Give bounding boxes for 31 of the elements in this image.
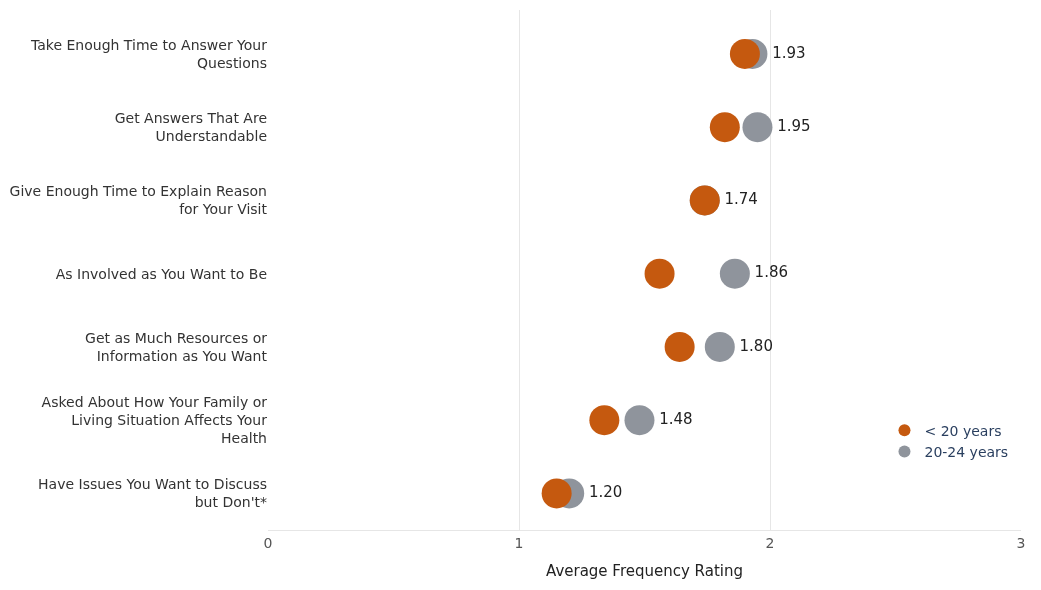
x-tick-label: 3: [1016, 534, 1026, 551]
y-tick-label: Asked About How Your Family or Living Situation Affects Your Health: [41, 393, 268, 447]
legend-label: 20-24 years: [924, 443, 1009, 460]
data-label: 1.95: [777, 116, 811, 135]
data-label: 1.48: [659, 409, 693, 428]
point: [729, 38, 760, 69]
data-label: 1.80: [739, 336, 773, 355]
y-tick-label: Get as Much Resources or Information as You Want: [85, 329, 268, 364]
point: [719, 258, 750, 289]
x-tick-label: 1: [514, 534, 524, 551]
point: [589, 405, 620, 436]
y-tick-label: Have Issues You Want to Discuss but Don't*: [38, 476, 267, 511]
data-label: 1.93: [772, 43, 806, 62]
x-axis-title: Average Frequency Rating: [546, 561, 743, 580]
data-label: 1.86: [754, 263, 789, 282]
point: [644, 258, 675, 289]
x-tick-label: 2: [765, 534, 775, 551]
x-tick-label: 0: [263, 534, 273, 551]
legend-label: < 20 years: [924, 422, 1002, 439]
y-tick-label: As Involved as You Want to Be: [55, 265, 267, 282]
point: [624, 405, 655, 436]
data-label: 1.20: [588, 483, 623, 502]
y-tick-label: Take Enough Time to Answer Your Questions: [30, 36, 268, 71]
point: [541, 478, 572, 509]
data-label: 1.74: [724, 190, 758, 209]
point: [709, 112, 740, 143]
y-tick-label: Give Enough Time to Explain Reason for Your Visit: [9, 183, 268, 218]
point: [664, 331, 695, 362]
point: [742, 112, 773, 143]
y-tick-label: Get Answers That Are Understandable: [114, 109, 267, 145]
point: [704, 331, 735, 362]
